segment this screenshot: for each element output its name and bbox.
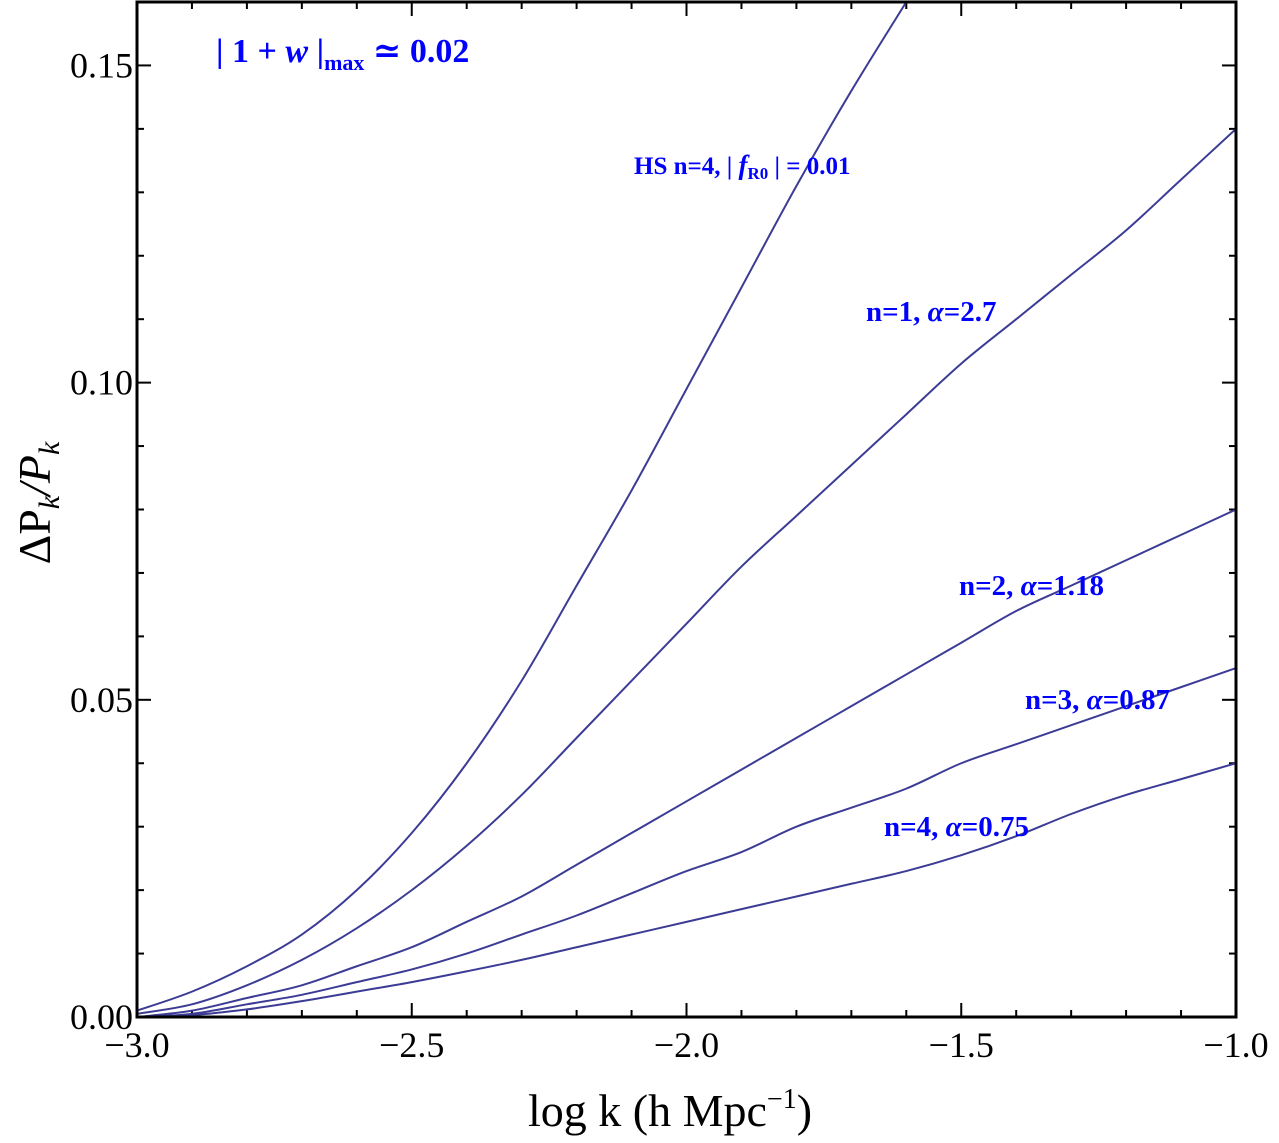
x-axis-title-sup: −1 <box>767 1084 797 1115</box>
x-axis-title-close: ) <box>797 1085 812 1136</box>
annotation-part1: | 1 + <box>216 33 285 70</box>
x-tick-label: −2.5 <box>379 1025 444 1065</box>
series-label-n3-post: =0.87 <box>1103 684 1170 716</box>
series-label-n3-pre: n=3, <box>1025 684 1087 716</box>
x-axis-title: log k (h Mpc−1) <box>528 1084 812 1136</box>
series-label-n1-post: =2.7 <box>944 296 997 328</box>
y-tick-label: 0.15 <box>70 45 133 85</box>
series-label-n3-alpha: α <box>1087 684 1104 716</box>
y-axis-title-slash: / <box>9 479 60 499</box>
tick-labels: −3.0 −2.5 −2.0 −1.5 −1.0 0.00 0.05 0.10 0.15 <box>70 45 1269 1065</box>
annotation-w: w <box>285 33 308 70</box>
series-label-n1: n=1, α=2.7 <box>866 296 996 328</box>
y-tick-label: 0.00 <box>70 997 133 1037</box>
series-label-n4-alpha: α <box>946 811 963 843</box>
annotation-text: | 1 + w |max ≃ 0.02 <box>216 33 469 75</box>
series-label-n4-post: =0.75 <box>962 811 1029 843</box>
series-label-n2-pre: n=2, <box>959 570 1021 602</box>
series-label-n2-alpha: α <box>1021 570 1038 602</box>
x-tick-label: −1.5 <box>929 1025 994 1065</box>
series-line-4 <box>137 762 1236 1017</box>
y-axis-title-k1: k <box>33 495 66 509</box>
series-label-n3: n=3, α=0.87 <box>1025 684 1170 716</box>
y-axis-title-p: P <box>9 455 60 484</box>
y-tick-label: 0.10 <box>70 363 133 403</box>
series-label-hs: HS n=4, | fR0 | = 0.01 <box>634 150 851 183</box>
series-lines <box>137 2 1236 1017</box>
series-label-n1-pre: n=1, <box>866 296 928 328</box>
annotation-sub: max <box>324 50 364 75</box>
y-axis-title-k2: k <box>33 441 66 455</box>
series-label-n2: n=2, α=1.18 <box>959 570 1104 602</box>
x-tick-label: −3.0 <box>104 1025 169 1065</box>
series-label-hs-sub: R0 <box>748 164 769 183</box>
x-tick-label: −2.0 <box>654 1025 719 1065</box>
series-label-n2-post: =1.18 <box>1037 570 1104 602</box>
plot-frame <box>135 0 1238 1019</box>
series-label-n4-pre: n=4, <box>884 811 946 843</box>
series-line-1 <box>137 128 1236 1015</box>
series-label-n4: n=4, α=0.75 <box>884 811 1029 843</box>
annotation-part2: | <box>308 33 324 70</box>
series-label-hs-pre: HS n=4, | <box>634 153 739 180</box>
series-line-0 <box>137 2 908 1012</box>
y-axis-title: ΔPk/Pk <box>9 441 66 564</box>
series-label-hs-post: | = 0.01 <box>768 153 850 180</box>
annotation-part3: ≃ 0.02 <box>364 33 469 70</box>
y-tick-label: 0.05 <box>70 680 133 720</box>
y-axis-title-delta: ΔP <box>9 509 60 564</box>
x-tick-label: −1.0 <box>1203 1025 1268 1065</box>
x-axis-title-main: log k (h Mpc <box>528 1085 767 1136</box>
series-line-2 <box>137 508 1236 1017</box>
series-line-3 <box>137 667 1236 1017</box>
series-label-n1-alpha: α <box>928 296 945 328</box>
